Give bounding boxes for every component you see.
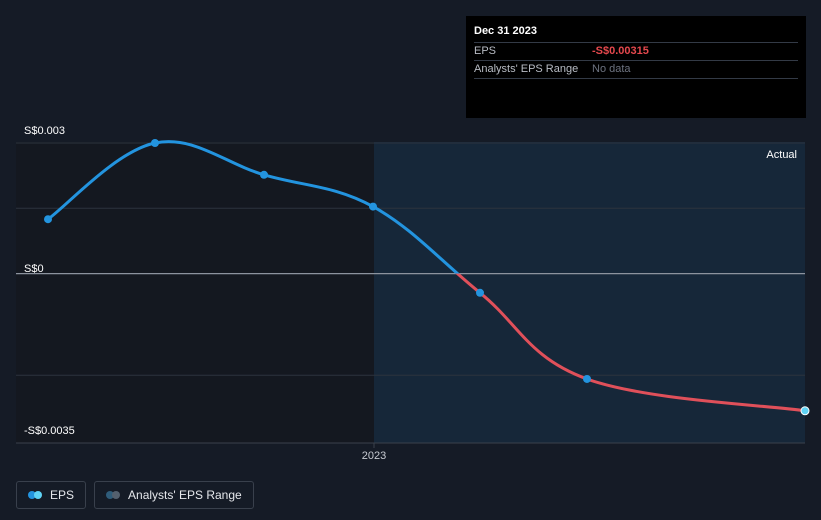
tooltip-date: Dec 31 2023 <box>474 25 537 37</box>
grid-lines <box>16 142 805 376</box>
range-legend-icon <box>106 491 121 499</box>
eps-legend-icon <box>28 491 42 499</box>
x-tick-label-2023: 2023 <box>362 450 386 462</box>
tooltip-row-range: Analysts' EPS Range No data <box>474 60 798 79</box>
eps-data-point[interactable] <box>476 288 484 297</box>
eps-data-point[interactable] <box>44 215 52 224</box>
eps-data-point[interactable] <box>260 170 268 179</box>
tooltip-row-eps: EPS -S$0.00315 <box>474 42 798 60</box>
eps-data-point[interactable] <box>151 139 159 147</box>
eps-data-point[interactable] <box>369 202 377 211</box>
eps-data-point[interactable] <box>800 406 810 416</box>
y-tick-label-zero: S$0 <box>24 263 44 275</box>
legend-range-label: Analysts' EPS Range <box>128 488 242 502</box>
tooltip-eps-value: -S$0.00315 <box>592 45 649 57</box>
legend: EPS Analysts' EPS Range <box>16 481 254 509</box>
y-tick-label-bottom: -S$0.0035 <box>24 425 75 437</box>
legend-item-eps[interactable]: EPS <box>16 481 87 509</box>
tooltip-range-value: No data <box>592 63 631 75</box>
legend-eps-label: EPS <box>50 488 75 502</box>
actual-region <box>374 142 805 443</box>
eps-points <box>44 139 810 416</box>
legend-item-analysts-range[interactable]: Analysts' EPS Range <box>94 481 254 509</box>
past-region <box>16 142 374 443</box>
tooltip: Dec 31 2023 EPS -S$0.00315 Analysts' EPS… <box>466 16 806 118</box>
actual-label: Actual <box>766 149 797 161</box>
tooltip-eps-label: EPS <box>474 45 497 57</box>
y-tick-label-top: S$0.003 <box>24 125 65 137</box>
tooltip-range-label: Analysts' EPS Range <box>474 63 579 75</box>
eps-data-point[interactable] <box>583 374 591 383</box>
eps-line-negative <box>455 273 806 413</box>
